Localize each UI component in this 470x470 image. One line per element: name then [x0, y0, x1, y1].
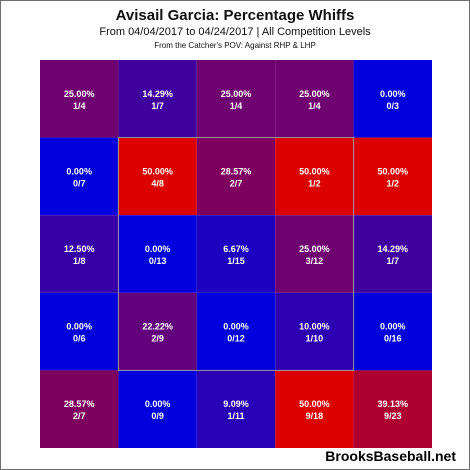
- zone-cell-r3-c2: [196, 292, 276, 371]
- chart-subtitle: From 04/04/2017 to 04/24/2017 | All Comp…: [99, 26, 371, 38]
- zone-cell-pct-r1-c3: 50.00%: [299, 166, 330, 176]
- zone-cell-pct-r0-c4: 0.00%: [380, 89, 406, 99]
- zone-cell-r2-c4: [353, 215, 432, 293]
- brand-watermark: BrooksBaseball.net: [325, 448, 456, 464]
- zone-cell-frac-r3-c1: 2/9: [151, 334, 164, 344]
- zone-cell-pct-r4-c3: 50.00%: [299, 399, 330, 409]
- zone-cell-frac-r4-c4: 9/23: [384, 411, 402, 421]
- zone-cell-pct-r3-c2: 0.00%: [223, 322, 249, 332]
- zone-cell-r4-c3: [275, 370, 354, 448]
- zone-cell-r2-c3: [275, 215, 354, 293]
- zone-cell-frac-r0-c2: 1/4: [230, 101, 243, 111]
- zone-cell-frac-r2-c0: 1/8: [73, 256, 86, 266]
- zone-cell-frac-r1-c3: 1/2: [308, 178, 321, 188]
- zone-cell-pct-r1-c0: 0.00%: [66, 166, 92, 176]
- zone-cell-r3-c4: [353, 292, 432, 371]
- zone-cell-frac-r4-c3: 9/18: [306, 411, 324, 421]
- zone-cell-pct-r3-c4: 0.00%: [380, 322, 406, 332]
- zone-cell-frac-r3-c3: 1/10: [306, 334, 324, 344]
- zone-cell-r1-c1: [118, 137, 197, 216]
- zone-cell-frac-r0-c4: 0/3: [387, 101, 400, 111]
- zone-cell-pct-r0-c0: 25.00%: [64, 89, 95, 99]
- zone-cell-pct-r1-c1: 50.00%: [142, 166, 173, 176]
- zone-cell-frac-r4-c0: 2/7: [73, 411, 86, 421]
- zone-cell-r0-c3: [275, 60, 354, 138]
- zone-cell-pct-r2-c3: 25.00%: [299, 244, 330, 254]
- zone-cell-r1-c4: [353, 137, 432, 216]
- zone-cell-pct-r0-c2: 25.00%: [221, 89, 252, 99]
- zone-cell-pct-r2-c1: 0.00%: [145, 244, 171, 254]
- zone-cell-frac-r1-c2: 2/7: [230, 178, 243, 188]
- zone-cell-r4-c1: [118, 370, 197, 448]
- zone-cell-pct-r3-c3: 10.00%: [299, 322, 330, 332]
- zone-cell-r3-c0: [40, 292, 119, 371]
- chart-title: Avisail Garcia: Percentage Whiffs: [115, 7, 355, 24]
- zone-cell-pct-r4-c1: 0.00%: [145, 399, 171, 409]
- zone-cell-r1-c2: [196, 137, 276, 216]
- zone-cell-r2-c1: [118, 215, 197, 293]
- chart-note: From the Catcher's POV: Against RHP & LH…: [154, 41, 316, 50]
- zone-cell-frac-r3-c2: 0/12: [227, 334, 245, 344]
- zone-cell-pct-r2-c4: 14.29%: [378, 244, 409, 254]
- zone-cell-r0-c4: [353, 60, 432, 138]
- zone-cell-pct-r0-c1: 14.29%: [142, 89, 173, 99]
- zone-cell-r4-c2: [196, 370, 276, 448]
- zone-cell-frac-r4-c2: 1/11: [227, 411, 244, 421]
- zone-cell-frac-r1-c4: 1/2: [387, 178, 400, 188]
- zone-cell-pct-r4-c2: 9.09%: [223, 399, 249, 409]
- zone-cell-frac-r3-c0: 0/6: [73, 334, 86, 344]
- zone-cell-frac-r2-c2: 1/15: [227, 256, 245, 266]
- zone-cell-pct-r4-c0: 28.57%: [64, 399, 95, 409]
- zone-cell-r3-c1: [118, 292, 197, 371]
- strike-zone-outline: [117, 137, 355, 371]
- zone-cell-pct-r4-c4: 39.13%: [378, 399, 409, 409]
- zone-cell-frac-r0-c3: 1/4: [308, 101, 321, 111]
- zone-cell-r4-c4: [353, 370, 432, 448]
- zone-cell-r1-c0: [40, 137, 119, 216]
- zone-cell-r2-c0: [40, 215, 119, 293]
- zone-cell-pct-r3-c1: 22.22%: [142, 322, 173, 332]
- zone-cell-r1-c3: [275, 137, 354, 216]
- zone-cell-frac-r2-c3: 3/12: [306, 256, 324, 266]
- zone-cell-frac-r0-c0: 1/4: [73, 101, 86, 111]
- zone-cell-pct-r3-c0: 0.00%: [66, 322, 92, 332]
- zone-cell-frac-r3-c4: 0/16: [384, 334, 402, 344]
- zone-cell-pct-r2-c2: 6.67%: [223, 244, 249, 254]
- zone-cell-frac-r4-c1: 0/9: [151, 411, 164, 421]
- zone-cell-pct-r1-c4: 50.00%: [378, 166, 409, 176]
- zone-cell-frac-r1-c0: 0/7: [73, 178, 86, 188]
- zone-cell-frac-r2-c1: 0/13: [149, 256, 167, 266]
- zone-cell-r0-c2: [196, 60, 276, 138]
- zone-cell-frac-r1-c1: 4/8: [151, 178, 164, 188]
- zone-cell-pct-r1-c2: 28.57%: [221, 166, 252, 176]
- zone-cell-frac-r2-c4: 1/7: [387, 256, 400, 266]
- zone-cell-r4-c0: [40, 370, 119, 448]
- zone-cell-r2-c2: [196, 215, 276, 293]
- zone-cell-r3-c3: [275, 292, 354, 371]
- zone-cell-r0-c0: [40, 60, 119, 138]
- zone-cell-pct-r2-c0: 12.50%: [64, 244, 95, 254]
- zone-cell-frac-r0-c1: 1/7: [151, 101, 164, 111]
- zone-cell-pct-r0-c3: 25.00%: [299, 89, 330, 99]
- zone-cell-r0-c1: [118, 60, 197, 138]
